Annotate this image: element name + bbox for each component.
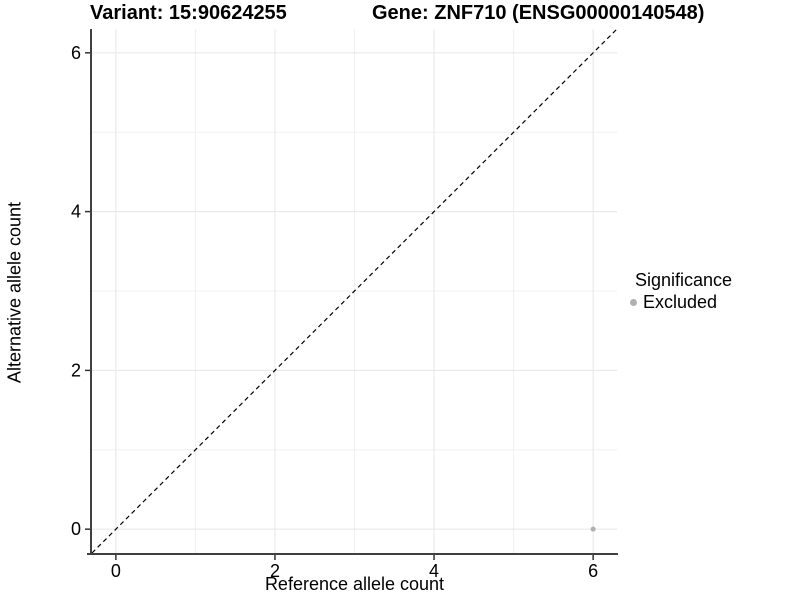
x-axis-title: Reference allele count (264, 574, 445, 594)
gene-title: Gene: ZNF710 (ENSG00000140548) (372, 2, 705, 24)
y-axis-title: Alternative allele count (4, 201, 25, 384)
excluded-point-icon (630, 299, 637, 306)
x-tick-label: 0 (111, 561, 121, 581)
legend: Significance Excluded (630, 270, 732, 313)
legend-title: Significance (635, 270, 733, 290)
y-tick-label: 2 (71, 360, 81, 380)
legend-item-label: Excluded (643, 292, 718, 312)
variant-title: Variant: 15:90624255 (90, 2, 287, 24)
identity-dashed-line (91, 28, 618, 554)
x-tick-label: 6 (588, 561, 598, 581)
y-tick-label: 0 (71, 519, 81, 539)
y-tick-label: 4 (71, 202, 81, 222)
legend-item-excluded: Excluded (630, 292, 732, 313)
y-tick-label: 6 (71, 43, 81, 63)
x-tick-label: 2 (270, 561, 280, 581)
x-tick-label: 4 (429, 561, 439, 581)
data-point (590, 526, 596, 532)
